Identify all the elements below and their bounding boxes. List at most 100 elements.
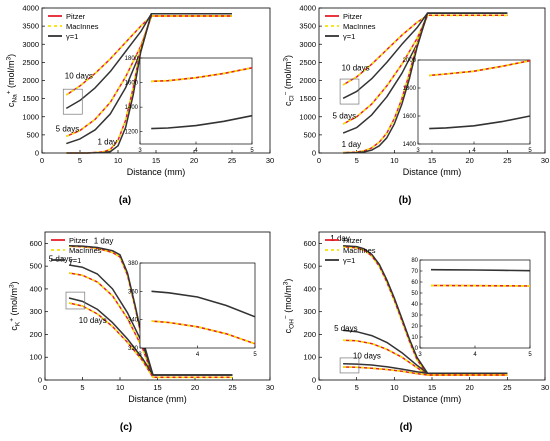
y-tick-label: 300 [29, 307, 42, 316]
chart-panel-1: 0 5 10 15 20 25 30 0 500 1000 1500 2000 2500 3000 3500… [6, 4, 275, 207]
inset-y-tick-label: 70 [411, 269, 418, 275]
x-axis-label: Distance (mm) [128, 394, 187, 404]
inset-x-tick-label: 4 [194, 148, 198, 154]
y-tick-label: 200 [303, 330, 316, 339]
x-tick-label: 25 [228, 383, 236, 392]
zoom-box [339, 357, 360, 374]
x-tick-label: 25 [228, 156, 236, 165]
y-axis-label-part: c [6, 102, 16, 107]
x-tick-label: 15 [152, 156, 160, 165]
inset-x-tick-label: 4 [472, 148, 476, 154]
legend-label: MacInnes [343, 22, 376, 31]
y-axis-label-part: (mol/m [9, 288, 19, 318]
x-tick-label: 15 [428, 156, 436, 165]
y-tick-label: 500 [303, 262, 316, 271]
inset-x-tick-label: 3 [138, 148, 142, 154]
y-axis-label-part: OH [289, 319, 296, 329]
series-group [343, 244, 508, 376]
inset-y-tick-label: 60 [411, 280, 418, 286]
x-tick-label: 5 [355, 383, 359, 392]
y-axis-label-part: − [283, 91, 290, 95]
x-tick-label: 30 [266, 383, 274, 392]
inset-x-tick-label: 3 [138, 352, 142, 358]
x-axis-label: Distance (mm) [403, 394, 462, 404]
y-tick-label: 0 [35, 149, 39, 158]
y-tick-label: 3500 [22, 22, 39, 31]
inset-series-line-MacInnes [151, 320, 256, 345]
x-tick-label: 15 [428, 383, 436, 392]
curve-label: 5 days [56, 124, 80, 133]
y-tick-label: 3500 [299, 22, 316, 31]
inset-y-tick-label: 10 [411, 335, 418, 341]
y-tick-label: 4000 [299, 4, 316, 13]
x-tick-label: 15 [153, 383, 161, 392]
series-line-1-5-days [343, 329, 508, 374]
y-axis-label-part: ) [283, 279, 293, 282]
inset-x-tick-label: 5 [253, 352, 257, 358]
inset-series-line-MacInnes [151, 66, 253, 83]
inset-frame [419, 259, 531, 349]
inset-y-tick-label: 20 [411, 324, 418, 330]
y-tick-label: 1000 [299, 112, 316, 121]
inset-series-line-1 [429, 115, 531, 130]
y-tick-label: 100 [303, 353, 316, 362]
inset-y-tick-label: 30 [411, 313, 418, 319]
y-axis-label-part: 3 [9, 284, 16, 288]
y-axis-label-part: Cl [289, 95, 296, 102]
inset-y-tick-label: 1400 [125, 105, 139, 111]
x-tick-label: 0 [317, 156, 321, 165]
inset-x-tick-label: 5 [528, 352, 532, 358]
inset-series-line-1 [430, 268, 531, 272]
x-tick-label: 10 [116, 383, 124, 392]
series-line-MacInnes-1-day [343, 246, 508, 376]
y-axis-label: cCl− (mol/m3) [283, 55, 296, 106]
series-line-1-1-day [66, 13, 232, 154]
inset-y-tick-label: 1600 [125, 81, 139, 87]
curve-label: 1 day [330, 234, 350, 243]
inset-y-tick-label: 360 [128, 289, 139, 295]
x-tick-label: 10 [390, 156, 398, 165]
panel-caption: (d) [400, 422, 413, 433]
series-line-MacInnes-1-day [343, 14, 508, 154]
legend-label: γ=1 [69, 256, 81, 265]
y-axis-label-part: c [283, 328, 293, 333]
inset-x-tick-label: 4 [473, 352, 477, 358]
series-line-1-5-days [68, 264, 233, 376]
y-tick-label: 500 [303, 130, 316, 139]
curve-label: 1 day [342, 140, 362, 149]
y-tick-label: 300 [303, 307, 316, 316]
y-axis-label-part: 3 [283, 281, 290, 285]
panel-caption: (b) [399, 195, 412, 206]
x-tick-label: 10 [390, 383, 398, 392]
x-tick-label: 5 [80, 383, 84, 392]
y-axis-label-part: ) [283, 55, 293, 58]
x-tick-label: 30 [541, 156, 549, 165]
y-axis-label-part: ) [9, 281, 19, 284]
y-tick-label: 2000 [299, 76, 316, 85]
x-axis-label: Distance (mm) [403, 167, 462, 177]
chart-panel-4: 0 5 10 15 20 25 300100200300400500600Distance … [283, 231, 549, 433]
x-tick-label: 20 [191, 383, 199, 392]
inset-series-line-1 [151, 290, 256, 318]
inset-y-tick-label: 1600 [403, 114, 417, 120]
y-tick-label: 1000 [22, 112, 39, 121]
inset-y-tick-label: 1400 [403, 142, 417, 148]
inset-y-tick-label: 50 [411, 291, 418, 297]
y-tick-label: 0 [312, 149, 316, 158]
inset-series-line-MacInnes [429, 59, 531, 77]
inset-y-tick-label: 0 [415, 346, 419, 352]
inset-x-tick-label: 3 [416, 148, 420, 154]
x-tick-label: 25 [503, 156, 511, 165]
y-axis-label-part: 3 [6, 57, 13, 61]
curve-label: 5 days [334, 324, 358, 333]
inset-chart: 3 4 5 1400 1600 1800 2000 [403, 58, 533, 154]
y-tick-label: 0 [38, 376, 42, 385]
inset-y-tick-label: 40 [411, 302, 418, 308]
zoom-box [339, 78, 360, 105]
inset-frame [417, 59, 531, 145]
curve-label: 5 days [333, 112, 357, 121]
x-tick-label: 20 [190, 156, 198, 165]
y-axis-label-part: (mol/m [6, 61, 16, 91]
